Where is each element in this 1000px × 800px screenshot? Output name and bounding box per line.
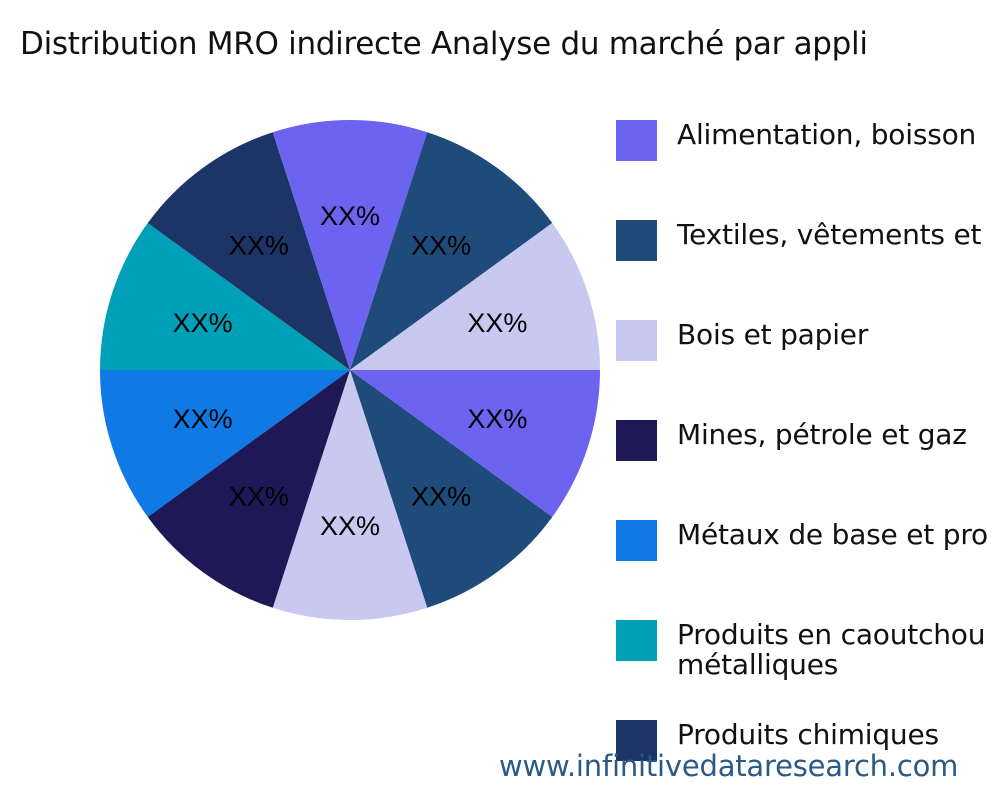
slice-value-label: XX% xyxy=(411,481,471,511)
slice-value-label: XX% xyxy=(467,308,527,338)
legend-label: Produits chimiques xyxy=(677,718,939,751)
legend-swatch xyxy=(616,120,657,161)
pie-slice[interactable] xyxy=(350,370,553,608)
pie-slice[interactable] xyxy=(147,370,350,608)
legend-item-alimentation[interactable]: Alimentation, boisson xyxy=(616,118,1000,161)
pie-slice[interactable] xyxy=(272,119,428,370)
pie-slice[interactable] xyxy=(350,132,553,370)
legend-swatch xyxy=(616,720,657,761)
slice-value-label: XX% xyxy=(320,511,380,541)
legend-swatch xyxy=(616,320,657,361)
legend-label: Mines, pétrole et gaz xyxy=(677,418,967,451)
legend-item-mines[interactable]: Mines, pétrole et gaz xyxy=(616,418,1000,461)
chart-title: Distribution MRO indirecte Analyse du ma… xyxy=(20,26,868,62)
pie-slice[interactable] xyxy=(350,223,600,370)
legend-label-line2: métalliques xyxy=(677,648,839,681)
slice-value-label: XX% xyxy=(229,481,289,511)
legend-label: Bois et papier xyxy=(677,318,869,351)
legend-label: Textiles, vêtements et xyxy=(677,218,982,251)
legend-label: Alimentation, boisson xyxy=(677,118,977,151)
slice-value-label: XX% xyxy=(320,201,380,231)
pie-slice[interactable] xyxy=(350,370,600,517)
slice-value-label: XX% xyxy=(173,404,233,434)
legend-item-chimiques[interactable]: Produits chimiques xyxy=(616,718,1000,761)
slice-value-label: XX% xyxy=(229,231,289,261)
legend-item-caoutchouc[interactable]: Produits en caoutchou métalliques xyxy=(616,618,1000,680)
legend-label: Métaux de base et pro xyxy=(677,518,988,551)
legend-swatch xyxy=(616,420,657,461)
legend-label: Produits en caoutchou xyxy=(677,618,986,651)
legend-item-metaux[interactable]: Métaux de base et pro xyxy=(616,518,1000,561)
pie-slice[interactable] xyxy=(147,132,350,370)
slice-value-label: XX% xyxy=(173,308,233,338)
pie-slice[interactable] xyxy=(100,223,350,370)
legend-swatch xyxy=(616,220,657,261)
pie-slice[interactable] xyxy=(100,370,350,517)
pie-slice[interactable] xyxy=(272,370,428,620)
legend-item-textiles[interactable]: Textiles, vêtements et xyxy=(616,218,1000,261)
legend-item-bois[interactable]: Bois et papier xyxy=(616,318,1000,361)
watermark-url: www.infinitivedataresearch.com xyxy=(499,749,959,783)
slice-value-label: XX% xyxy=(411,231,471,261)
legend-swatch xyxy=(616,520,657,561)
slice-value-label: XX% xyxy=(467,404,527,434)
legend-swatch xyxy=(616,620,657,661)
